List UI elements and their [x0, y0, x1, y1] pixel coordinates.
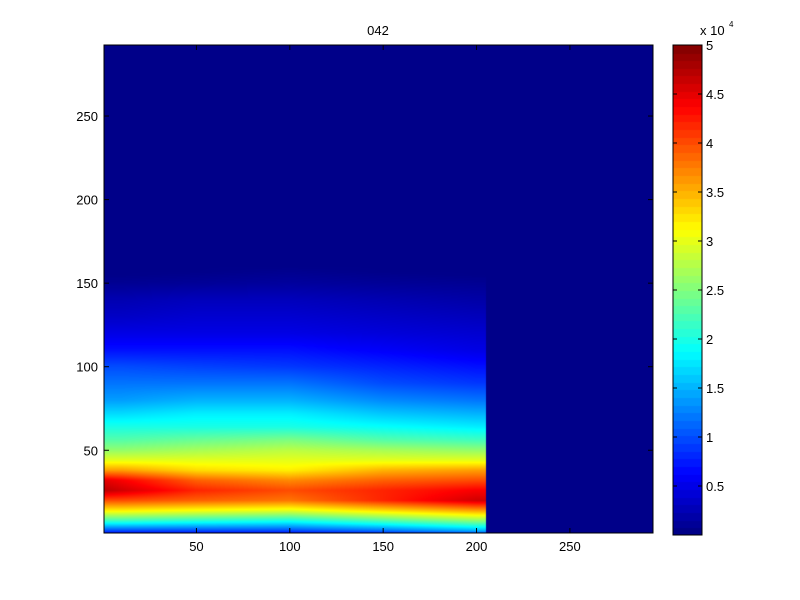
- colorbar-tick-label: 1: [706, 430, 713, 445]
- chart-title: 042: [367, 23, 389, 38]
- colorbar-exponent: 4: [729, 20, 734, 29]
- y-tick-label: 250: [76, 109, 98, 124]
- colorbar-tick-label: 3.5: [706, 185, 724, 200]
- colorbar-frame: [672, 44, 703, 536]
- colorbar-gradient: [673, 45, 702, 535]
- heatmap-image: [104, 45, 653, 533]
- x-tick-label: 100: [279, 539, 301, 554]
- colorbar-tick-label: 5: [706, 38, 713, 53]
- colorbar-ticks: 0.5 1 1.5 2 2.5 3 3.5 4 4.5 5: [673, 38, 724, 494]
- colorbar-tick-label: 4.5: [706, 87, 724, 102]
- colorbar-tick-label: 1.5: [706, 381, 724, 396]
- colorbar-tick-label: 4: [706, 136, 713, 151]
- plot-frame: [103, 44, 654, 534]
- y-tick-label: 100: [76, 360, 98, 375]
- colorbar-tick-label: 0.5: [706, 479, 724, 494]
- x-axis-ticks: 50 100 150 200 250: [189, 45, 581, 554]
- x-tick-label: 200: [466, 539, 488, 554]
- y-tick-label: 150: [76, 276, 98, 291]
- colorbar-tick-label: 2.5: [706, 283, 724, 298]
- x-tick-label: 250: [559, 539, 581, 554]
- x-tick-label: 50: [189, 539, 203, 554]
- colorbar-tick-label: 2: [706, 332, 713, 347]
- y-tick-label: 200: [76, 193, 98, 208]
- y-axis-ticks: 50 100 150 200 250: [76, 109, 653, 458]
- x-tick-label: 150: [372, 539, 394, 554]
- colorbar-multiplier: x 10: [700, 23, 725, 38]
- y-tick-label: 50: [84, 443, 98, 458]
- colorbar-tick-label: 3: [706, 234, 713, 249]
